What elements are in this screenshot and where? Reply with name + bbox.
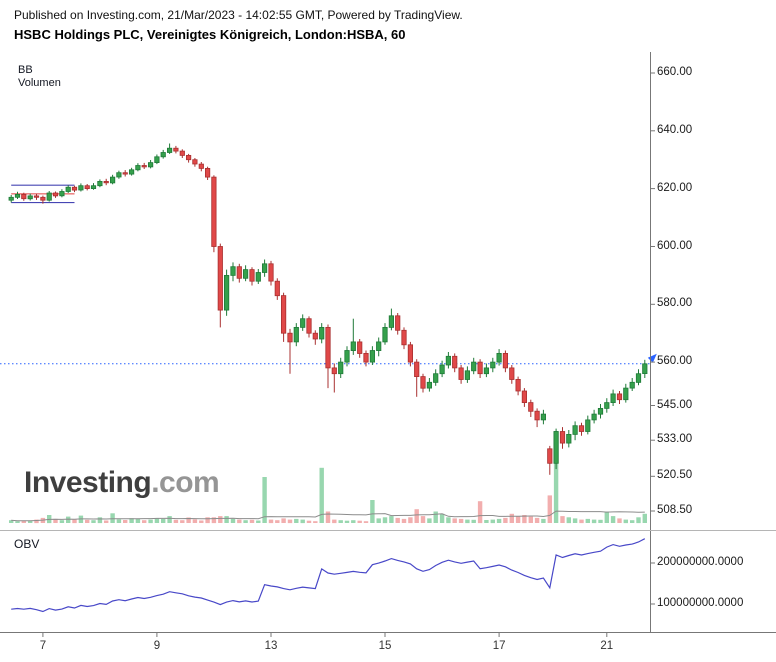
indicator-label-bb[interactable]: BB (18, 64, 33, 76)
indicator-label-volume[interactable]: Volumen (18, 77, 61, 89)
obv-line (11, 538, 646, 613)
indicator-label-obv[interactable]: OBV (14, 537, 40, 551)
investing-watermark: Investing.com (24, 466, 220, 500)
candlesticks (8, 143, 648, 475)
instrument-title: HSBC Holdings PLC, Vereinigtes Königreic… (14, 27, 406, 42)
watermark-main: Investing (24, 466, 152, 499)
watermark-suffix: .com (151, 466, 220, 499)
volume-ma-line (11, 510, 645, 522)
publish-line: Published on Investing.com, 21/Mar/2023 … (14, 8, 463, 22)
last-price-marker (647, 353, 657, 363)
axes (0, 52, 776, 637)
volume-bars (9, 431, 647, 524)
